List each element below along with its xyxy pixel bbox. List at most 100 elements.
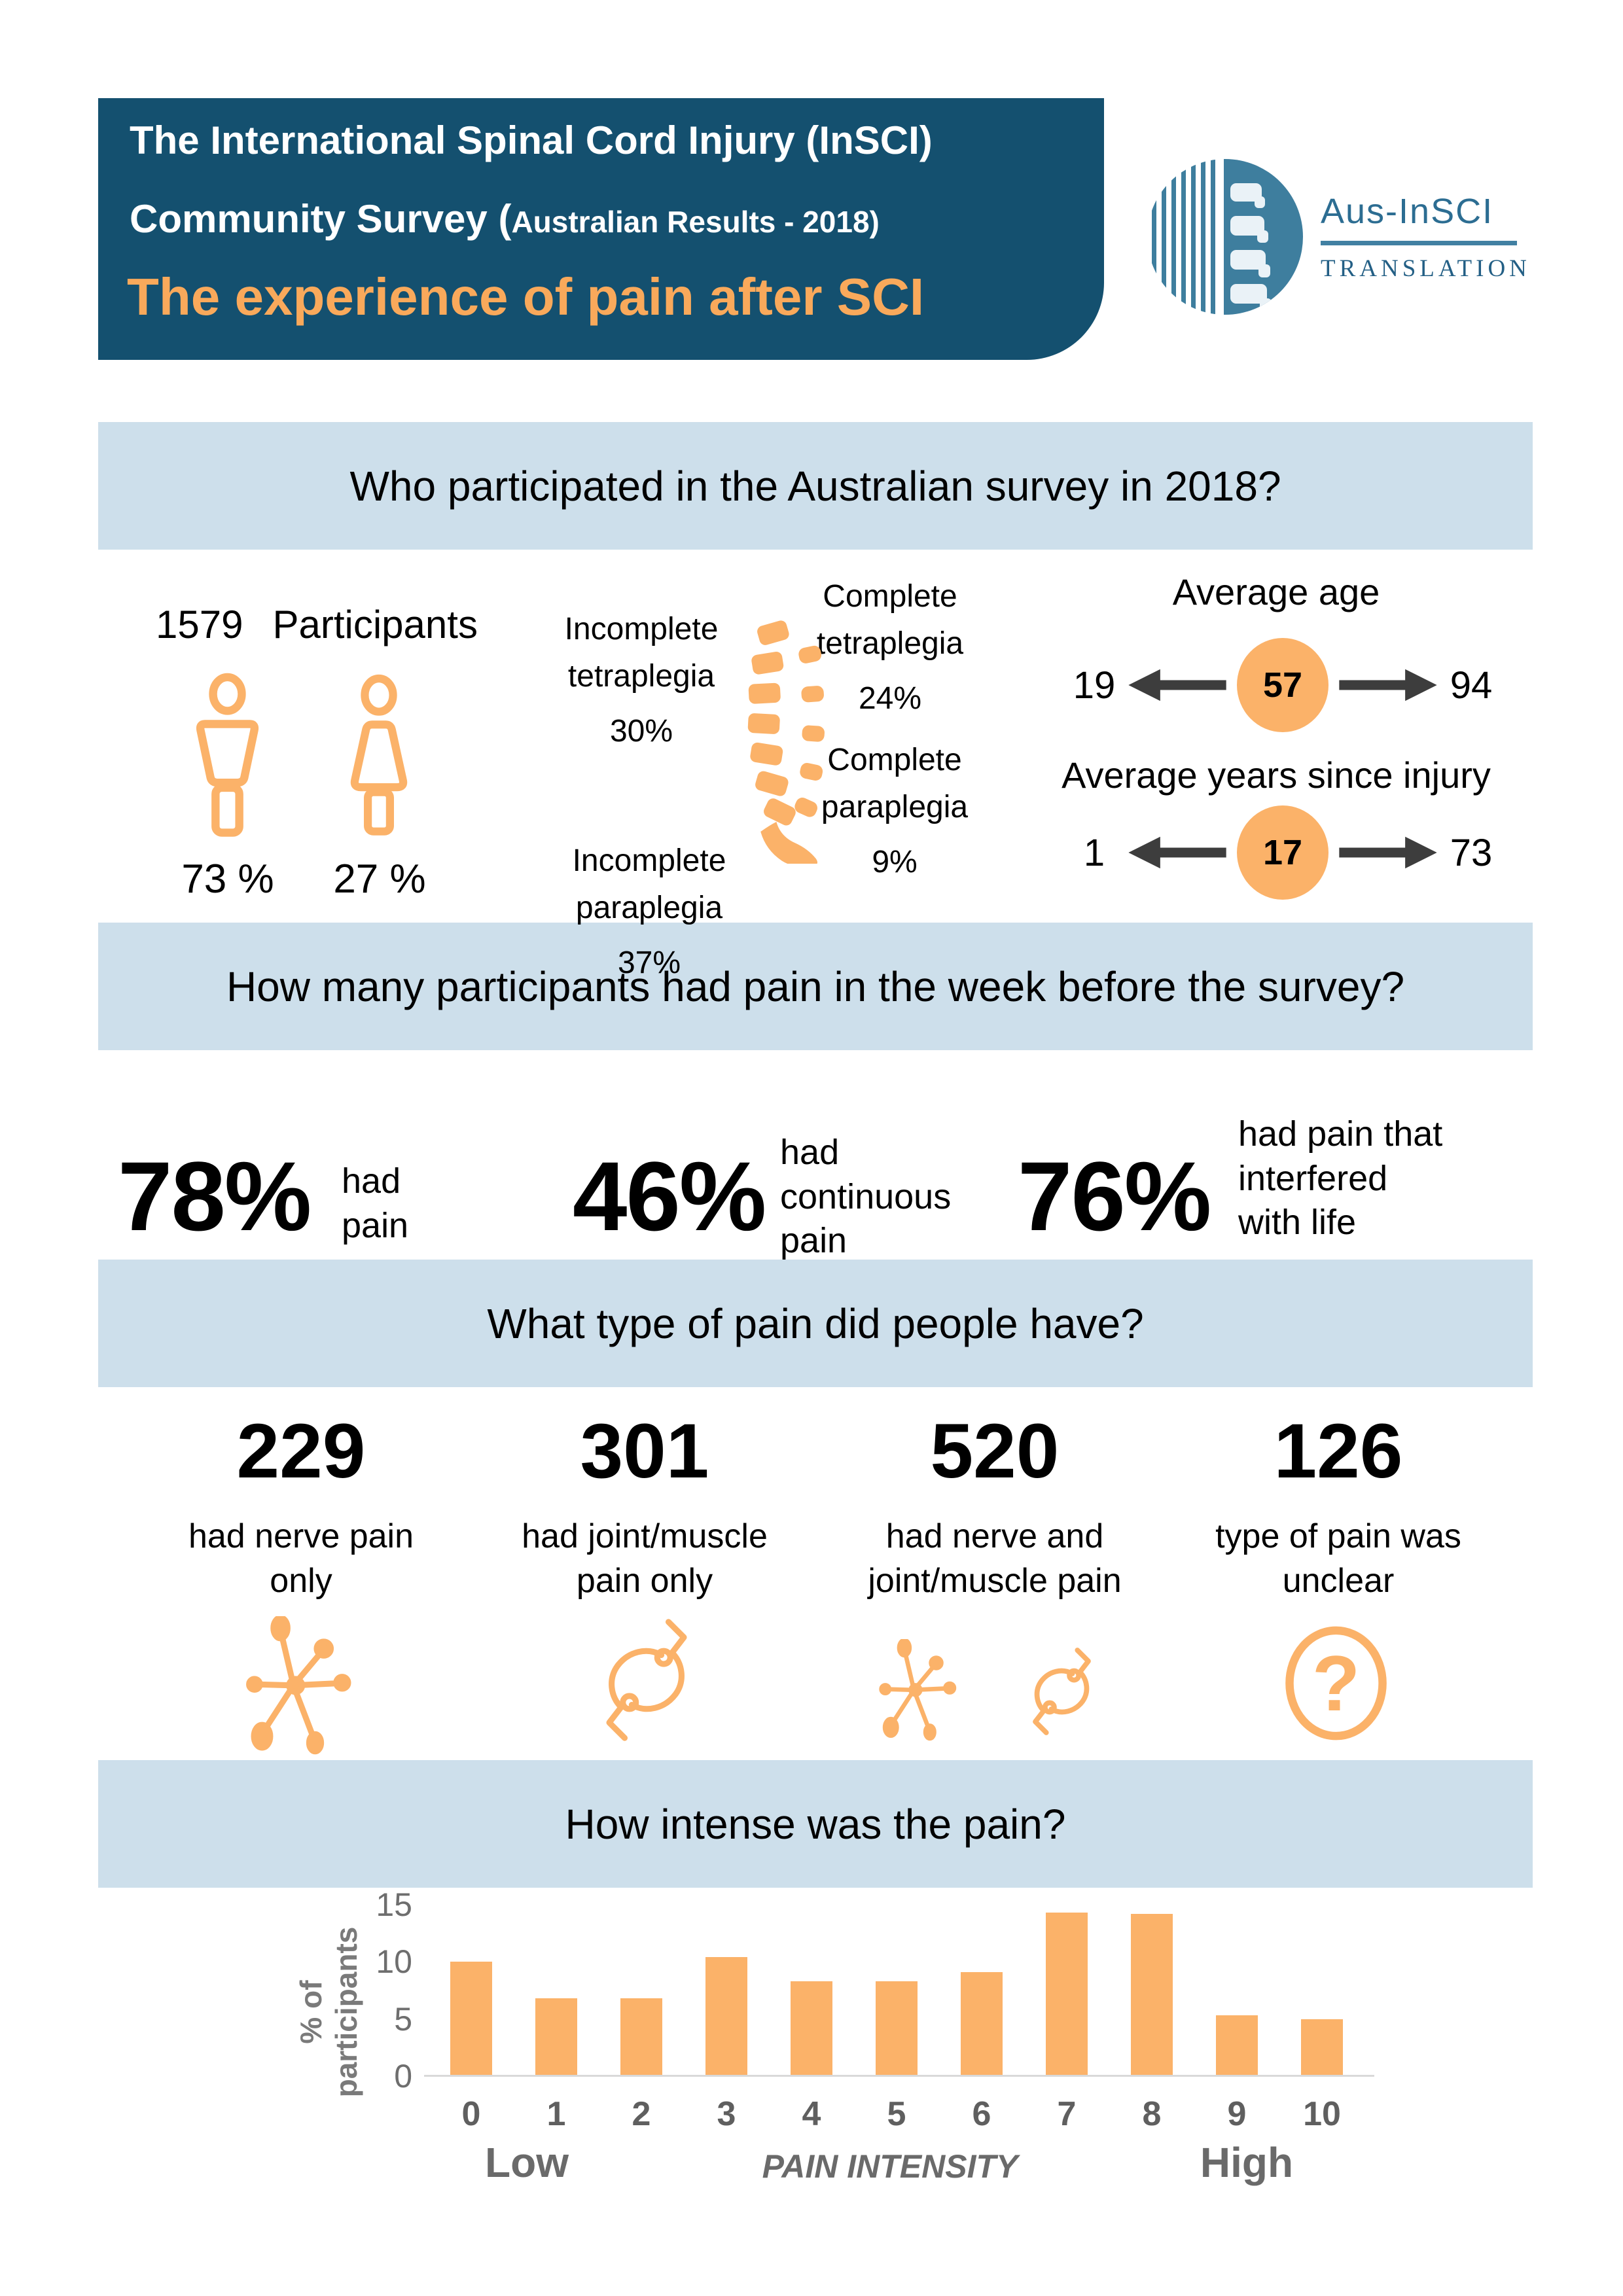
stat-complete-paraplegia: Complete paraplegia 9% — [787, 737, 1003, 886]
stat-continuous-pain-label: had continuous pain — [780, 1133, 952, 1260]
logo-subtitle: TRANSLATION — [1321, 255, 1531, 282]
x-axis-high-label: High — [1200, 2139, 1294, 2186]
section-heading-pain-type: What type of pain did people have? — [98, 1260, 1533, 1387]
bar-slot: 8 — [1109, 1880, 1194, 2133]
question-icon: ? — [1281, 1621, 1391, 1746]
x-tick-label: 8 — [1142, 2095, 1162, 2133]
section-heading-pain-intensity: How intense was the pain? — [98, 1760, 1533, 1888]
x-tick-label: 7 — [1057, 2095, 1077, 2133]
page-title-line2-detail: Australian Results - 2018) — [511, 205, 880, 239]
nerve-joint-pain-label: had nerve and joint/muscle pain — [868, 1517, 1122, 1600]
bar — [1301, 2019, 1343, 2076]
nerve-pain-label: had nerve pain only — [188, 1517, 414, 1600]
stat-label: Complete paraplegia — [821, 743, 969, 824]
bar-slot: 5 — [854, 1880, 939, 2133]
joint-icon-small — [1018, 1644, 1106, 1739]
header-banner: The International Spinal Cord Injury (In… — [98, 98, 1104, 360]
years-since-injury-range: 1 17 73 — [1057, 804, 1508, 902]
age-average-badge: 57 — [1237, 638, 1329, 732]
bar-slot: 9 — [1194, 1880, 1279, 2133]
x-tick-label: 2 — [632, 2095, 651, 2133]
joint-pain-count: 301 — [580, 1408, 709, 1494]
y-axis-ticks: 0 5 10 15 — [327, 1880, 412, 2094]
participant-count-label: Participants — [272, 603, 478, 646]
stat-label: Incomplete tetraplegia — [564, 612, 719, 694]
participant-count: 1579 Participants — [156, 602, 478, 647]
nerve-joint-pain-count: 520 — [930, 1408, 1060, 1494]
logo-name: Aus-InSCI — [1321, 192, 1494, 231]
bar-slot: 2 — [599, 1880, 684, 2133]
aus-insci-logo: Aus-InSCI TRANSLATION — [1147, 152, 1539, 322]
age-max: 94 — [1450, 663, 1493, 707]
female-percentage: 27 % — [333, 857, 426, 902]
stat-value: 30% — [609, 714, 673, 749]
stat-interfered-label: had pain that interfered with life — [1238, 1114, 1443, 1242]
male-icon — [193, 673, 262, 844]
svg-text:?: ? — [1312, 1640, 1360, 1727]
logo-divider — [1321, 241, 1517, 245]
stat-had-pain-label: had pain — [342, 1161, 409, 1245]
stat-had-pain-pct: 78% — [118, 1141, 312, 1251]
unclear-pain-label: type of pain was unclear — [1215, 1517, 1461, 1600]
years-max: 73 — [1450, 831, 1493, 874]
spine-globe-icon — [1152, 159, 1303, 315]
bar-slot: 1 — [514, 1880, 599, 2133]
bar — [535, 1998, 577, 2076]
bar — [961, 1972, 1003, 2076]
joint-pain-label: had joint/muscle pain only — [522, 1517, 768, 1600]
average-age-title: Average age — [1172, 571, 1380, 612]
x-axis-title: PAIN INTENSITY — [762, 2148, 1018, 2185]
stat-complete-tetraplegia: Complete tetraplegia 24% — [782, 573, 998, 722]
age-min: 19 — [1073, 663, 1116, 707]
participant-count-value: 1579 — [156, 603, 243, 646]
bar-slot: 3 — [684, 1880, 769, 2133]
bar — [705, 1957, 747, 2076]
x-tick-label: 0 — [461, 2095, 481, 2133]
x-tick-label: 10 — [1303, 2095, 1341, 2133]
stat-incomplete-paraplegia: Incomplete paraplegia 37% — [541, 838, 757, 987]
bar-slot: 4 — [769, 1880, 854, 2133]
page-title-line2-main: Community Survey ( — [130, 197, 512, 241]
y-tick-label: 10 — [376, 1943, 412, 1980]
arrow-right-icon — [1339, 669, 1437, 701]
stat-value: 9% — [872, 845, 918, 879]
bar — [876, 1981, 918, 2076]
joint-icon — [584, 1613, 709, 1747]
bar — [1046, 1913, 1088, 2076]
nerve-icon — [236, 1614, 366, 1757]
y-tick-label: 5 — [394, 2001, 412, 2038]
male-percentage: 73 % — [181, 857, 274, 902]
nerve-pain-count: 229 — [236, 1408, 366, 1494]
years-since-injury-title: Average years since injury — [1061, 754, 1491, 796]
bar-slot: 10 — [1279, 1880, 1364, 2133]
bar — [1216, 2015, 1258, 2076]
bar — [1131, 1914, 1173, 2076]
bar-slot: 7 — [1024, 1880, 1109, 2133]
stat-label: Complete tetraplegia — [816, 579, 964, 661]
unclear-pain-count: 126 — [1274, 1408, 1403, 1494]
page-subtitle: The experience of pain after SCI — [127, 268, 925, 326]
x-tick-label: 4 — [802, 2095, 821, 2133]
section-heading-pain-week: How many participants had pain in the we… — [98, 923, 1533, 1050]
arrow-left-icon — [1128, 669, 1226, 701]
stat-incomplete-tetraplegia: Incomplete tetraplegia 30% — [533, 606, 749, 755]
x-tick-label: 9 — [1227, 2095, 1247, 2133]
arrow-right-icon — [1339, 836, 1437, 869]
bar — [450, 1962, 492, 2076]
stat-interfered-pct: 76% — [1018, 1141, 1211, 1251]
bar-slot: 0 — [429, 1880, 514, 2133]
stat-continuous-pain-pct: 46% — [573, 1141, 766, 1251]
average-age-range: 19 57 94 — [1057, 636, 1508, 734]
bar-plot: 0 1 2 3 4 5 6 7 8 9 10 — [429, 1880, 1364, 2133]
x-tick-label: 5 — [887, 2095, 906, 2133]
x-axis-low-label: Low — [485, 2139, 569, 2186]
stat-value: 37% — [617, 945, 681, 980]
x-tick-label: 6 — [972, 2095, 991, 2133]
female-icon — [339, 673, 419, 844]
spine-icon — [738, 620, 840, 867]
x-axis-line — [424, 2075, 1374, 2077]
arrow-left-icon — [1128, 836, 1226, 869]
page-title-line1: The International Spinal Cord Injury (In… — [130, 118, 933, 162]
stat-label: Incomplete paraplegia — [572, 843, 726, 925]
y-tick-label: 0 — [394, 2058, 412, 2094]
